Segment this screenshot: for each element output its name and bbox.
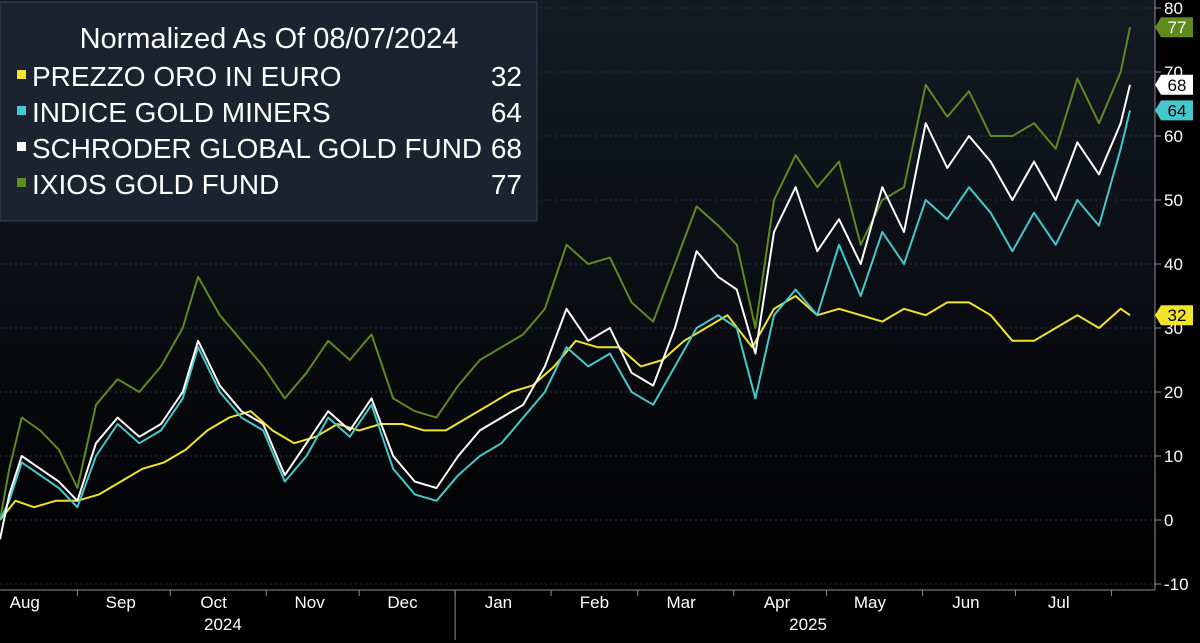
legend-value-ixios: 77: [491, 169, 522, 200]
x-tick-label: Dec: [387, 593, 418, 612]
last-value-text: 77: [1168, 18, 1187, 37]
last-value-labels: 32 64 68 77: [1155, 17, 1193, 326]
legend-label-gold-miners: INDICE GOLD MINERS: [32, 97, 331, 128]
last-value-tag-3: 77: [1155, 17, 1193, 38]
x-tick-label: Sep: [106, 593, 136, 612]
legend-label-schroder: SCHRODER GLOBAL GOLD FUND: [32, 133, 482, 164]
legend-swatch-prezzo-oro: [17, 70, 26, 79]
x-tick-label: Feb: [580, 593, 609, 612]
last-value-text: 32: [1168, 306, 1187, 325]
x-tick-label: Jan: [485, 593, 512, 612]
legend-value-prezzo-oro: 32: [491, 61, 522, 92]
legend-swatch-gold-miners: [17, 106, 26, 115]
y-tick-label: 50: [1164, 191, 1183, 210]
legend-value-gold-miners: 64: [491, 97, 522, 128]
series-lines: [0, 26, 1131, 540]
legend-label-ixios: IXIOS GOLD FUND: [32, 169, 279, 200]
legend-swatch-schroder: [17, 142, 26, 151]
legend-label-prezzo-oro: PREZZO ORO IN EURO: [32, 61, 342, 92]
x-tick-label: Aug: [10, 593, 40, 612]
x-tick-label: Jul: [1048, 593, 1070, 612]
last-value-text: 64: [1168, 101, 1187, 120]
legend: Normalized As Of 08/07/2024 PREZZO ORO I…: [0, 1, 538, 222]
legend-swatch-ixios: [17, 178, 26, 187]
last-value-tag-0: 32: [1155, 305, 1193, 326]
x-axis: Aug Sep Oct Nov Dec Jan Feb Mar Apr May Jun Jul 2024…: [0, 589, 1155, 640]
x-tick-label: May: [854, 593, 887, 612]
y-tick-label: 80: [1164, 0, 1183, 18]
x-tick-label: Mar: [666, 593, 696, 612]
y-tick-label: 40: [1164, 255, 1183, 274]
x-year-label: 2024: [204, 615, 242, 634]
y-tick-label: -10: [1164, 575, 1189, 594]
x-tick-label: Jun: [952, 593, 979, 612]
y-tick-label: 60: [1164, 127, 1183, 146]
x-year-label: 2025: [789, 615, 827, 634]
series-line-2: [0, 84, 1131, 540]
last-value-tag-1: 64: [1155, 100, 1193, 121]
last-value-tag-2: 68: [1155, 74, 1193, 95]
legend-value-schroder: 68: [491, 133, 522, 164]
y-tick-label: 0: [1164, 511, 1173, 530]
series-line-1: [0, 110, 1131, 521]
legend-title: Normalized As Of 08/07/2024: [80, 23, 459, 55]
series-line-3: [0, 26, 1131, 521]
x-tick-label: Oct: [200, 593, 227, 612]
y-tick-label: 20: [1164, 383, 1183, 402]
x-tick-label: Nov: [294, 593, 325, 612]
y-tick-label: 10: [1164, 447, 1183, 466]
x-tick-label: Apr: [764, 593, 791, 612]
legend-background: [0, 1, 538, 222]
last-value-text: 68: [1168, 76, 1187, 95]
series-line-0: [0, 295, 1131, 521]
